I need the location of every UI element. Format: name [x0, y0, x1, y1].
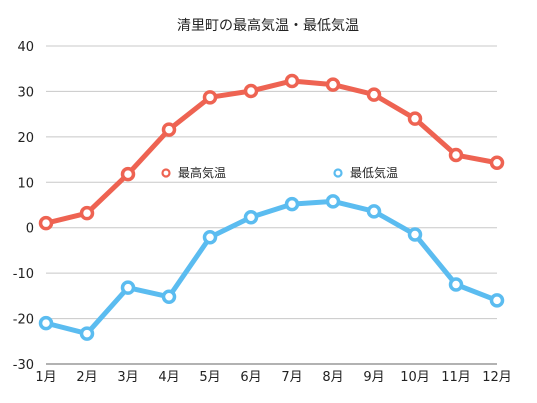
x-tick-label: 7月 — [281, 370, 302, 385]
y-tick-label: 40 — [17, 40, 34, 55]
data-point — [448, 277, 464, 292]
data-point — [161, 122, 177, 137]
series-line — [43, 198, 500, 337]
legend-label: 最高気温 — [178, 165, 226, 180]
series-line — [43, 78, 500, 226]
data-point — [448, 147, 464, 163]
x-tick-label: 1月 — [35, 370, 56, 385]
data-point — [407, 227, 423, 242]
legend-marker — [161, 168, 171, 178]
data-point — [120, 166, 136, 182]
series-1 — [38, 73, 505, 231]
y-tick-label: 30 — [17, 85, 34, 100]
data-point — [489, 155, 505, 171]
data-point — [284, 196, 300, 212]
x-tick-label: 4月 — [158, 370, 179, 385]
data-point — [120, 280, 136, 295]
data-point — [284, 73, 300, 89]
legend-marker — [333, 168, 343, 178]
y-tick-label: -30 — [13, 358, 34, 373]
chart-title: 清里町の最高気温・最低気温 — [177, 17, 359, 34]
data-point — [366, 87, 382, 102]
data-point — [79, 326, 95, 341]
data-point — [243, 83, 259, 99]
legend: 最高気温 最低気温 — [161, 165, 398, 180]
data-point — [202, 230, 218, 245]
x-tick-label: 10月 — [400, 370, 430, 385]
data-point — [489, 293, 505, 308]
x-tick-label: 11月 — [441, 370, 471, 385]
data-point — [325, 194, 341, 209]
legend-item: 最低気温 — [333, 165, 398, 180]
y-tick-label: -10 — [13, 267, 34, 282]
legend-label: 最低気温 — [350, 165, 398, 180]
data-point — [161, 289, 177, 305]
data-point — [325, 77, 341, 92]
y-tick-label: 20 — [17, 131, 34, 146]
y-tick-label: 10 — [17, 176, 34, 191]
x-tick-label: 6月 — [240, 370, 261, 385]
x-tick-label: 5月 — [199, 370, 220, 385]
data-point — [38, 215, 54, 231]
axis-layer: -30 -20 -10 0 10 20 30 40 1月 2月 3月 4月 5月 6月 7月 8月 9月 10月 1… — [13, 40, 512, 385]
data-point — [38, 315, 54, 331]
y-tick-label: 0 — [26, 222, 34, 237]
data-point — [243, 210, 259, 225]
x-tick-label: 8月 — [322, 370, 343, 385]
data-point — [366, 204, 382, 219]
legend-item: 最高気温 — [161, 165, 226, 180]
data-point — [407, 111, 423, 126]
x-tick-label: 2月 — [76, 370, 97, 385]
series-layer — [38, 73, 505, 341]
x-tick-label: 12月 — [482, 370, 512, 385]
y-tick-label: -20 — [13, 313, 34, 328]
grid-layer — [46, 45, 497, 365]
data-point — [202, 90, 218, 105]
series-2 — [38, 194, 505, 341]
data-point — [79, 205, 95, 221]
x-tick-label: 3月 — [117, 370, 138, 385]
x-tick-label: 9月 — [363, 370, 384, 385]
